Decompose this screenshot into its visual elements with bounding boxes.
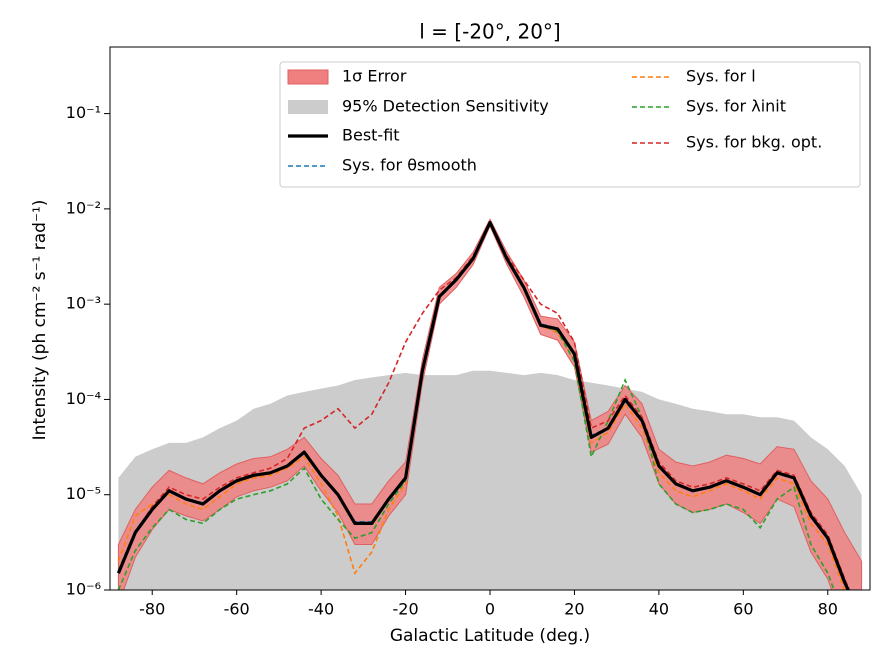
legend-label: Sys. for l — [686, 67, 756, 86]
legend-label: Sys. for θsmooth — [342, 156, 477, 175]
error-band — [117, 218, 863, 590]
best-fit-line — [116, 220, 850, 590]
y-tick-label: 10⁻³ — [66, 294, 101, 313]
x-tick-label: 20 — [564, 600, 584, 619]
plot-area — [116, 218, 863, 590]
legend-label: 95% Detection Sensitivity — [342, 97, 549, 116]
y-tick-label: 10⁻⁶ — [66, 580, 101, 599]
sensitivity-area — [118, 370, 862, 590]
sys-line — [117, 221, 835, 590]
y-axis-label: Intensity (ph cm⁻² s⁻¹ rad⁻¹) — [30, 200, 50, 441]
x-axis-label: Galactic Latitude (deg.) — [390, 626, 590, 646]
x-tick-label: -80 — [139, 600, 165, 619]
legend-label: Sys. for bkg. opt. — [686, 133, 822, 152]
legend-swatch — [287, 69, 329, 85]
legend-label: 1σ Error — [342, 67, 407, 86]
y-tick-label: 10⁻⁴ — [66, 389, 101, 408]
legend-label: Sys. for λinit — [686, 97, 786, 116]
legend-box — [279, 61, 861, 188]
x-tick-label: 40 — [649, 600, 669, 619]
x-tick-label: -20 — [392, 600, 418, 619]
x-tick-label: -60 — [224, 600, 250, 619]
y-tick-label: 10⁻¹ — [66, 103, 101, 122]
x-tick-label: 60 — [733, 600, 753, 619]
chart-title: l = [-20°, 20°] — [419, 20, 560, 44]
x-tick-label: -40 — [308, 600, 334, 619]
x-tick-label: 80 — [818, 600, 838, 619]
x-tick-label: 0 — [485, 600, 495, 619]
y-tick-label: 10⁻² — [66, 198, 101, 217]
legend-label: Best-fit — [342, 126, 400, 145]
legend-swatch — [288, 100, 328, 114]
y-tick-label: 10⁻⁵ — [66, 484, 101, 503]
